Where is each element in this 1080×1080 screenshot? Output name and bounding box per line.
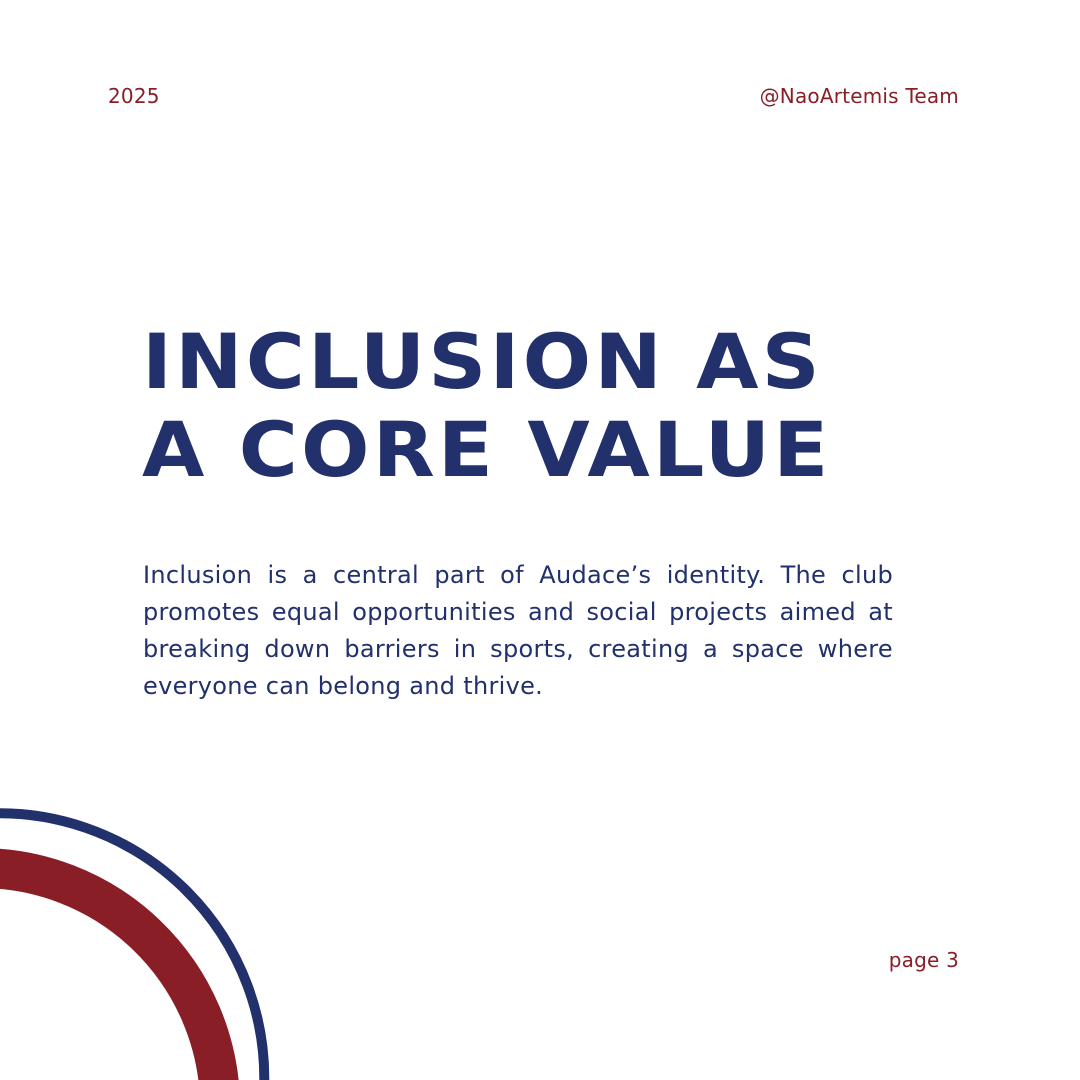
red-arc bbox=[0, 848, 239, 1080]
year-label: 2025 bbox=[108, 84, 160, 108]
body-paragraph: Inclusion is a central part of Audace’s … bbox=[143, 561, 893, 700]
navy-arc bbox=[0, 808, 270, 1080]
page-number: page 3 bbox=[888, 948, 959, 972]
page-title: INCLUSION AS A CORE VALUE bbox=[142, 318, 990, 494]
team-handle: @NaoArtemis Team bbox=[759, 84, 959, 108]
title-line-2: A CORE VALUE bbox=[142, 405, 832, 494]
title-line-1: INCLUSION AS bbox=[142, 317, 823, 406]
